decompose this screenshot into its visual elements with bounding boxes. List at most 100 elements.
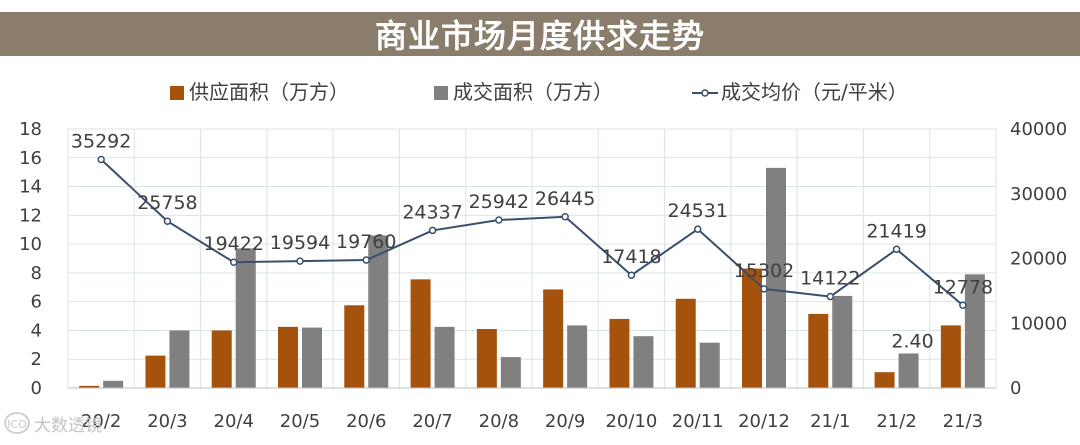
- deal-bar: [434, 326, 455, 388]
- price-data-label: 19594: [270, 232, 330, 254]
- price-line-series: [97, 155, 967, 310]
- supply-bar: [211, 330, 232, 388]
- supply-bar: [874, 372, 895, 388]
- axes: 0 2 4 6 8 10 12 14 16 18 0 10000 20000 30000 40000 20/2…: [19, 119, 1067, 432]
- x-tick-label: 20/6: [346, 411, 386, 432]
- price-point: [693, 225, 702, 233]
- x-tick-label: 20/2: [81, 411, 121, 432]
- deal-bar: [500, 357, 521, 388]
- supply-bar: [278, 326, 298, 388]
- deal-bar: [567, 325, 588, 388]
- price-data-label: 24337: [402, 201, 462, 223]
- x-tick-label: 20/9: [545, 411, 585, 432]
- supply-bar: [742, 268, 762, 388]
- y-right-tick-label: 30000: [1010, 184, 1067, 205]
- deal-bar: [832, 295, 853, 388]
- y-right-tick-label: 10000: [1010, 313, 1067, 334]
- price-point: [760, 285, 768, 293]
- watermark-text: 大数透镜: [34, 415, 102, 436]
- y-left-tick-label: 8: [31, 263, 42, 284]
- watermark-logo-icon: ICO: [4, 412, 30, 434]
- price-point: [959, 301, 967, 310]
- x-tick-label: 21/1: [810, 411, 850, 432]
- price-point: [296, 257, 304, 265]
- deal-bar: [235, 248, 256, 388]
- y-left-tick-label: 16: [19, 148, 42, 169]
- x-tick-label: 20/3: [147, 411, 187, 432]
- y-left-tick-label: 18: [19, 119, 42, 140]
- legend-swatch-price-point: [701, 89, 709, 97]
- supply-bar: [145, 355, 166, 388]
- deal-bar: [964, 274, 985, 388]
- price-data-label: 25942: [469, 191, 529, 213]
- price-data-label: 21419: [866, 220, 926, 242]
- supply-bar: [344, 305, 365, 388]
- supply-bar: [410, 279, 431, 388]
- deal-bar: [699, 342, 720, 388]
- legend-swatch-deal: [434, 86, 448, 100]
- price-data-label: 25758: [137, 192, 197, 214]
- price-point: [495, 216, 503, 224]
- bar-series: [79, 167, 985, 388]
- supply-bar: [808, 313, 829, 388]
- supply-bar: [476, 329, 497, 388]
- deal-bar: [368, 235, 389, 388]
- title-bar: 商业市场月度供求走势: [0, 12, 1080, 56]
- price-data-label: 12778: [933, 276, 993, 298]
- supply-bar: [675, 298, 696, 388]
- x-tick-label: 20/5: [280, 411, 320, 432]
- supply-bar: [543, 289, 564, 388]
- y-left-tick-label: 6: [31, 292, 42, 313]
- y-left-tick-label: 14: [19, 177, 42, 198]
- x-tick-label: 20/4: [214, 411, 254, 432]
- price-data-label: 15302: [734, 260, 794, 282]
- price-point: [229, 258, 238, 266]
- y-left-tick-label: 4: [31, 320, 42, 341]
- x-tick-label: 20/12: [738, 411, 790, 432]
- price-point: [826, 292, 835, 301]
- price-point: [561, 213, 569, 221]
- deal-bar: [169, 330, 190, 388]
- price-data-label: 14122: [800, 268, 860, 290]
- price-data-label: 17418: [601, 246, 661, 268]
- legend-label-deal: 成交面积（万方）: [453, 80, 613, 104]
- price-point: [362, 256, 371, 264]
- deal-bar: [633, 336, 654, 388]
- x-tick-label: 20/11: [672, 411, 724, 432]
- legend-label-price: 成交均价（元/平米）: [721, 80, 908, 104]
- x-tick-label: 20/10: [605, 411, 657, 432]
- price-point: [627, 271, 636, 279]
- x-tick-label: 20/7: [412, 411, 452, 432]
- y-right-tick-label: 20000: [1010, 249, 1067, 270]
- supply-bar: [940, 325, 961, 388]
- supply-bar: [609, 318, 630, 388]
- price-data-label: 26445: [535, 188, 595, 210]
- price-point: [163, 217, 172, 225]
- legend-label-supply: 供应面积（万方）: [189, 80, 349, 104]
- price-data-label: 19422: [203, 233, 263, 255]
- price-point: [892, 245, 901, 254]
- y-left-tick-label: 10: [19, 234, 42, 255]
- deal-data-label: 2.40: [891, 330, 933, 352]
- deal-bar: [898, 353, 919, 388]
- y-right-tick-label: 0: [1010, 378, 1021, 399]
- y-left-tick-label: 0: [31, 378, 42, 399]
- chart-title: 商业市场月度供求走势: [374, 17, 705, 55]
- watermark: ICO 大数透镜: [4, 408, 154, 438]
- x-tick-label: 21/3: [943, 411, 983, 432]
- y-right-tick-label: 40000: [1010, 119, 1067, 140]
- x-tick-label: 20/8: [479, 411, 519, 432]
- grid-lines: [67, 128, 997, 389]
- price-data-label: 35292: [71, 130, 131, 152]
- legend-swatch-supply: [170, 86, 184, 100]
- legend: 供应面积（万方） 成交面积（万方） 成交均价（元/平米）: [170, 80, 908, 104]
- price-point: [97, 155, 105, 164]
- y-left-tick-label: 2: [31, 349, 42, 370]
- y-left-tick-label: 12: [19, 205, 42, 226]
- deal-bar: [302, 327, 322, 388]
- x-tick-label: 21/2: [876, 411, 916, 432]
- price-data-label: 19760: [336, 231, 396, 253]
- price-point: [428, 226, 437, 235]
- data-labels: 35292 25758 19422 19594 19760 24337 25942 26445…: [71, 130, 993, 352]
